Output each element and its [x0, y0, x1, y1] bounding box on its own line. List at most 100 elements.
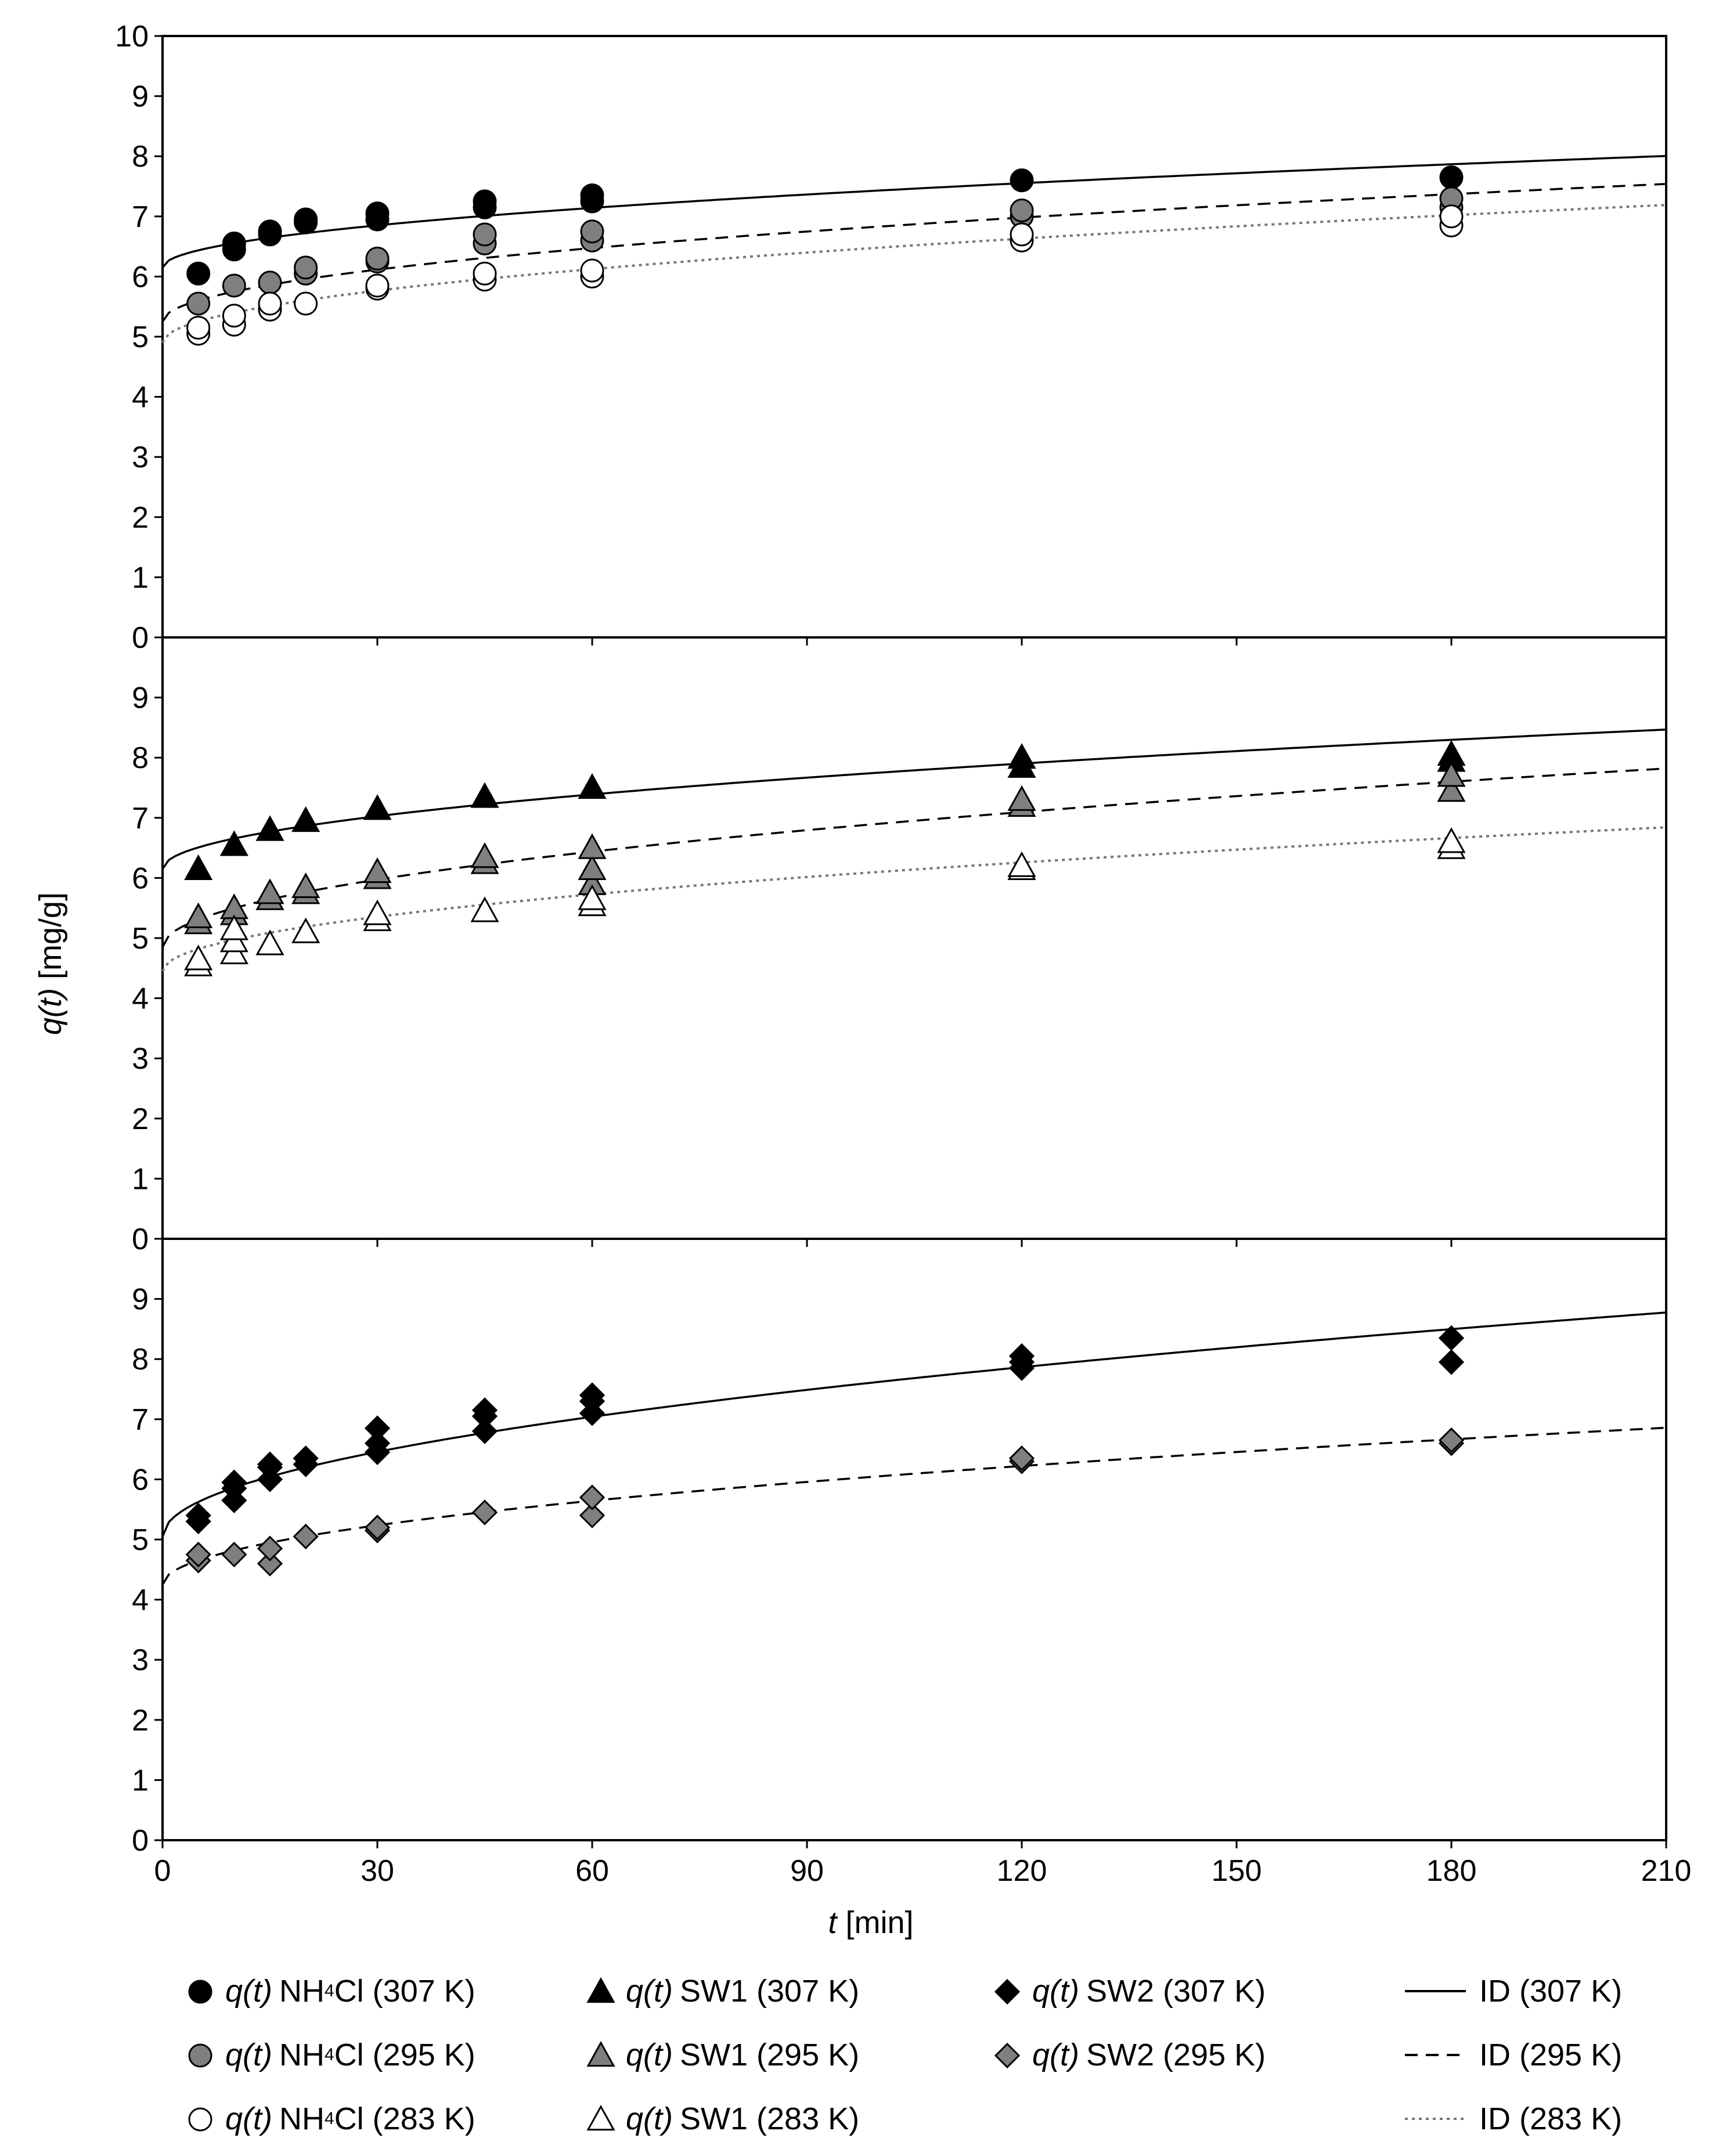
legend-item: q(t) SW1 (307 K) — [586, 1962, 859, 2020]
data-point — [291, 872, 320, 899]
legend-item: q(t) SW2 (295 K) — [993, 2026, 1266, 2084]
legend-text: SW1 (283 K) — [680, 2101, 860, 2136]
y-tick-label: 1 — [132, 561, 149, 594]
legend-item: ID (307 K) — [1405, 1962, 1622, 2020]
legend-marker — [586, 2040, 615, 2067]
data-point — [470, 896, 499, 922]
data-point — [294, 291, 318, 316]
legend-marker — [994, 1978, 1021, 2005]
legend-marker-icon — [586, 2104, 615, 2131]
data-point — [473, 222, 497, 247]
data-point — [1439, 165, 1464, 189]
data-point — [1010, 222, 1034, 247]
plot-area — [161, 636, 1667, 1240]
data-point — [1437, 827, 1466, 853]
data-point — [578, 854, 607, 880]
data-point — [1437, 761, 1466, 787]
data-point — [222, 273, 246, 298]
data-point — [1010, 198, 1034, 222]
data-point — [1007, 743, 1036, 769]
data-point — [258, 219, 282, 244]
legend-text: SW2 (307 K) — [1086, 1974, 1266, 2009]
legend-marker-icon — [188, 2043, 212, 2068]
legend-marker — [188, 2043, 212, 2068]
data-point — [294, 255, 318, 280]
legend-marker-icon — [994, 2042, 1021, 2069]
data-point — [257, 1535, 283, 1562]
y-tick-label: 3 — [132, 1042, 149, 1076]
data-point — [364, 1430, 391, 1456]
data-point — [255, 878, 284, 904]
y-tick-label: 1 — [132, 1162, 149, 1196]
data-point — [186, 291, 211, 316]
legend-q-label: q(t) — [626, 1974, 673, 2009]
data-point — [1437, 776, 1466, 802]
x-tick-label: 30 — [361, 1854, 394, 1888]
legend-item: q(t) NH 4 Cl (295 K) — [186, 2026, 475, 2084]
data-point — [258, 271, 282, 295]
panel-sw2: 0 1 2 3 4 5 6 7 8 9 — [132, 1238, 1667, 1858]
y-tick-label: 3 — [132, 1643, 149, 1677]
legend-marker-icon — [994, 1978, 1021, 2005]
x-axis-title: t [min] — [828, 1905, 913, 1940]
legend-item: q(t) SW2 (307 K) — [993, 1962, 1266, 2020]
legend-item: q(t) SW1 (295 K) — [586, 2026, 859, 2084]
data-point — [471, 1397, 498, 1423]
data-point — [221, 1469, 247, 1495]
data-point — [1438, 1427, 1465, 1454]
data-point — [185, 1502, 211, 1528]
y-tick-label: 8 — [132, 140, 149, 174]
y-tick-label: 7 — [132, 200, 149, 234]
data-point — [580, 183, 604, 208]
fit-curve — [161, 1311, 1667, 1537]
legend-q-label: q(t) — [225, 1974, 272, 2009]
data-point — [219, 830, 248, 856]
legend-marker — [586, 2104, 615, 2131]
data-point — [186, 315, 211, 340]
data-point — [1007, 851, 1036, 877]
fit-curve — [161, 154, 1667, 269]
legend-marker — [188, 2107, 212, 2132]
legend-subscript: 4 — [325, 2109, 334, 2128]
data-point — [364, 1515, 391, 1541]
legend-subscript: 4 — [325, 2045, 334, 2064]
legend-text: NH — [279, 1974, 325, 2009]
data-point — [219, 914, 248, 940]
data-point — [1438, 1325, 1465, 1351]
legend-item: q(t) NH 4 Cl (283 K) — [186, 2090, 475, 2148]
data-point — [363, 857, 392, 884]
data-point — [1439, 204, 1464, 229]
data-point — [363, 899, 392, 925]
legend-text: Cl (295 K) — [334, 2038, 475, 2072]
y-tick-label: 10 — [115, 20, 149, 53]
legend-marker — [188, 1980, 212, 2004]
legend-marker-icon — [188, 2107, 212, 2132]
y-tick-label: 5 — [132, 1523, 149, 1557]
legend-q-label: q(t) — [1032, 2038, 1079, 2072]
data-point — [473, 261, 497, 286]
x-tick-label: 0 — [154, 1854, 171, 1888]
y-tick-label: 6 — [132, 260, 149, 294]
panel-sw1: 0 1 2 3 4 5 6 7 8 9 — [132, 636, 1667, 1256]
legend-item: ID (283 K) — [1405, 2090, 1622, 2148]
legend-text: NH — [279, 2038, 325, 2072]
y-tick-label: 7 — [132, 1403, 149, 1437]
legend-line-icon — [1405, 2118, 1466, 2120]
legend-marker — [586, 1977, 615, 2003]
legend-item: q(t) SW1 (283 K) — [586, 2090, 859, 2148]
legend-text: Cl (307 K) — [334, 1974, 475, 2009]
legend-text: ID (295 K) — [1479, 2038, 1623, 2072]
data-point — [579, 1484, 606, 1510]
data-point — [364, 1415, 391, 1441]
data-point — [1007, 785, 1036, 811]
data-point — [365, 201, 390, 226]
legend-q-label: q(t) — [1032, 1974, 1079, 2009]
plot-area — [161, 35, 1667, 639]
legend-q-label: q(t) — [626, 2038, 673, 2072]
data-point — [222, 231, 246, 255]
y-tick-label: 9 — [132, 682, 149, 715]
x-tick-label: 60 — [575, 1854, 609, 1888]
y-tick-label: 2 — [132, 1102, 149, 1136]
data-point — [255, 929, 284, 956]
